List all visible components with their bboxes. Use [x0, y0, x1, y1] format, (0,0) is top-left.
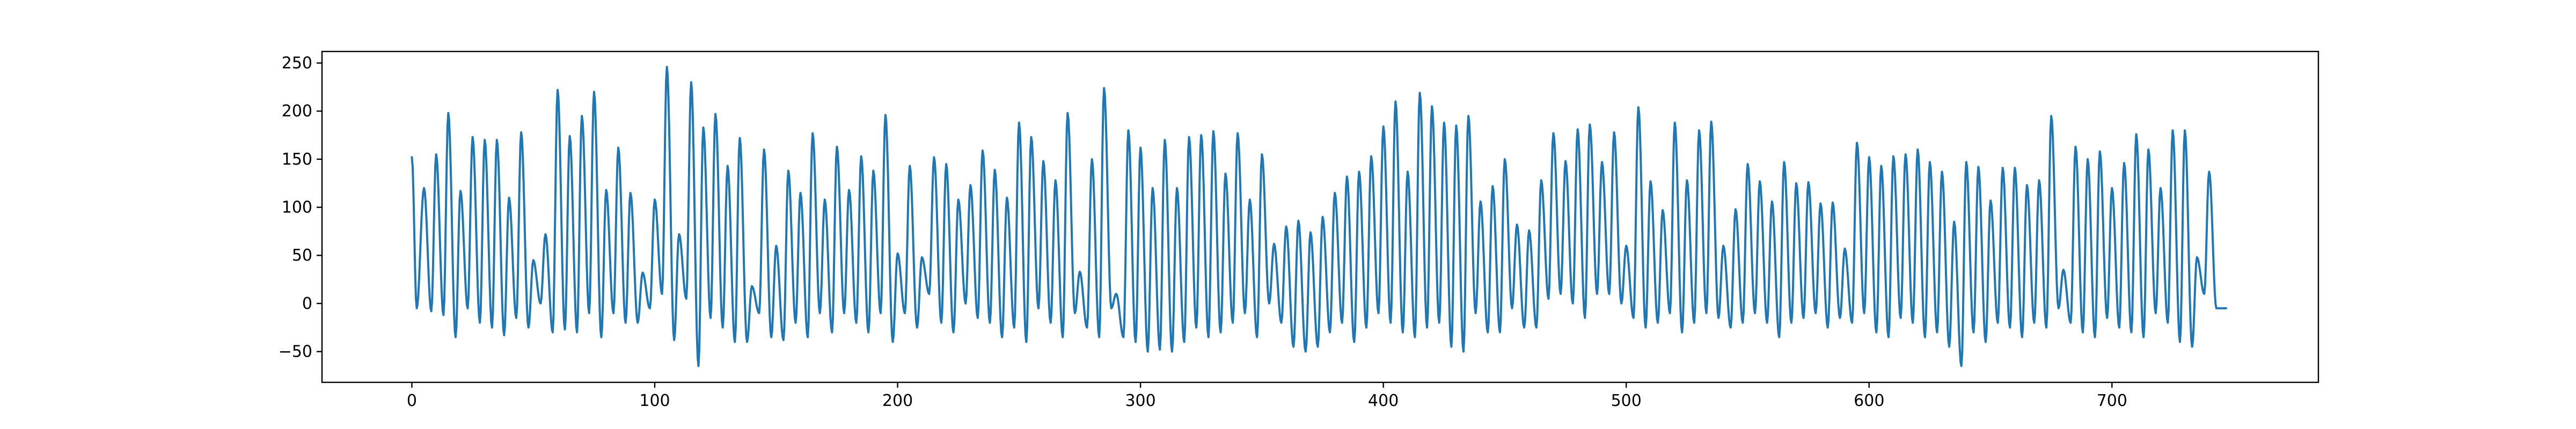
- axes-frame: [321, 50, 2319, 383]
- y-axis: −50 0 50 100 150 200 250: [279, 54, 322, 361]
- y-tick-label: 0: [302, 294, 312, 313]
- x-tick-label: 600: [1854, 391, 1884, 410]
- x-axis: 0 100 200 300 400 500 600 700: [407, 382, 2127, 410]
- y-tick-label: −50: [279, 343, 312, 361]
- y-tick-label: 200: [282, 102, 312, 121]
- x-tick-label: 500: [1611, 391, 1642, 410]
- x-tick-label: 400: [1368, 391, 1399, 410]
- x-tick-label: 100: [639, 391, 670, 410]
- plot-area: [411, 65, 2227, 367]
- x-tick-label: 300: [1125, 391, 1155, 410]
- x-tick-label: 700: [2097, 391, 2127, 410]
- y-tick-label: 250: [282, 54, 312, 73]
- y-tick-label: 150: [282, 150, 312, 169]
- x-tick-label: 0: [407, 391, 417, 410]
- series-line: [411, 65, 2227, 367]
- x-tick-label: 200: [882, 391, 913, 410]
- y-tick-label: 50: [292, 246, 312, 265]
- y-tick-label: 100: [282, 198, 312, 217]
